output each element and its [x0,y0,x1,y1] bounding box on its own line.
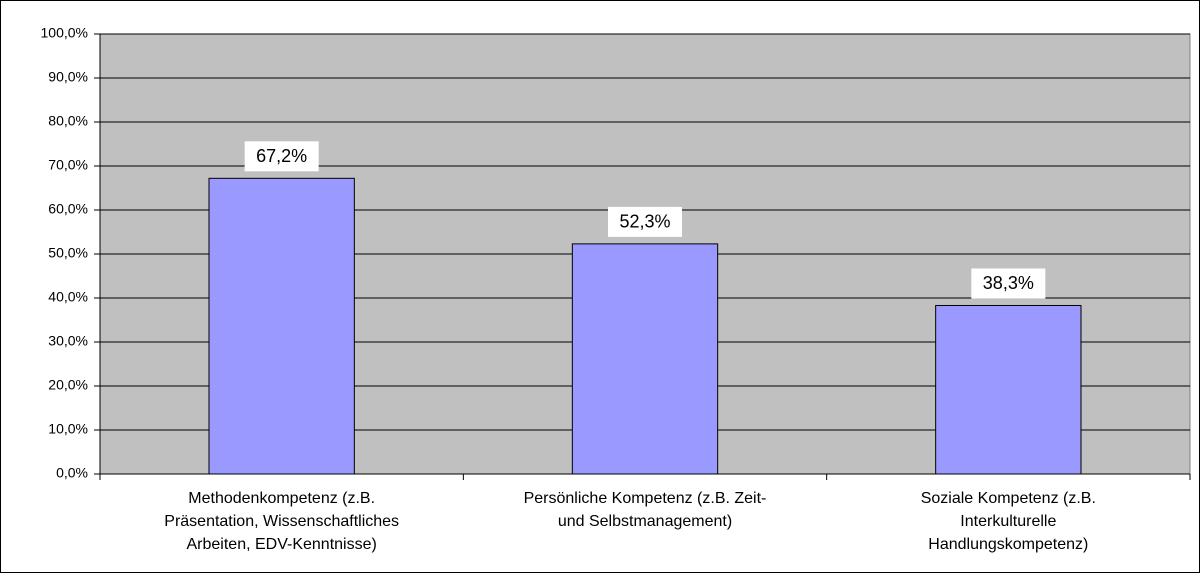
y-tick-label: 70,0% [48,157,88,173]
y-tick-label: 20,0% [48,377,88,393]
x-tick-label: Persönliche Kompetenz (z.B. Zeit- [524,490,767,507]
x-tick-label: und Selbstmanagement) [558,513,732,530]
y-tick-label: 40,0% [48,289,88,305]
y-tick-label: 60,0% [48,201,88,217]
bar [571,243,719,475]
x-tick-label: Arbeiten, EDV-Kenntnisse) [187,536,377,553]
value-label: 67,2% [256,146,307,166]
bar [935,304,1082,475]
y-tick-label: 100,0% [41,25,88,41]
y-tick-label: 90,0% [48,69,88,85]
y-tick-label: 50,0% [48,245,88,261]
y-tick-label: 80,0% [48,113,88,129]
value-label: 52,3% [619,212,670,232]
value-label-bg [608,206,682,237]
value-label-bg [971,268,1046,299]
value-label: 38,3% [983,273,1034,293]
x-tick-label: Präsentation, Wissenschaftliches [164,513,399,530]
y-tick-label: 10,0% [48,421,88,437]
bar [208,177,355,475]
x-tick-label: Soziale Kompetenz (z.B. [921,490,1096,507]
x-tick-label: Handlungskompetenz) [928,536,1088,553]
value-label-bg [244,141,319,172]
x-tick-label: Interkulturelle [960,513,1056,530]
y-tick-label: 0,0% [56,465,88,481]
y-tick-label: 30,0% [48,333,88,349]
x-tick-label: Methodenkompetenz (z.B. [188,490,375,507]
